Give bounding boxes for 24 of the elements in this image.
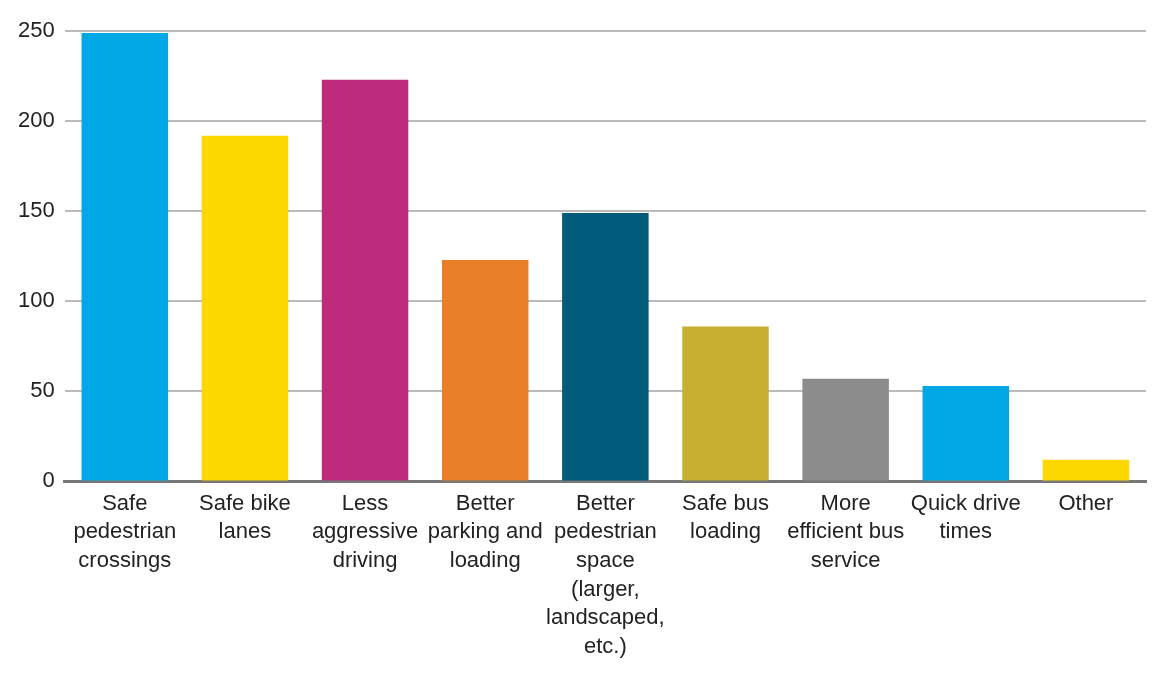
bar <box>201 135 289 481</box>
bar <box>682 326 769 481</box>
y-tick-label: 250 <box>17 17 55 43</box>
x-tick-label: Quick drive times <box>910 489 1021 544</box>
bar <box>802 378 889 481</box>
x-tick-label: Safe bike lanes <box>199 489 291 544</box>
x-tick-label: More efficient bus service <box>787 489 905 572</box>
bar <box>1042 459 1130 481</box>
bar <box>562 213 649 481</box>
y-tick-label: 100 <box>17 287 55 313</box>
y-tick-label: 150 <box>17 197 55 223</box>
bar <box>922 385 1010 481</box>
x-tick-label: Better parking and loading <box>427 489 543 572</box>
x-tick-label: Better pedestrian space (larger, landscaped, etc.) <box>546 489 665 658</box>
bar <box>81 33 169 481</box>
y-tick-label: 50 <box>30 377 55 403</box>
x-tick-label: Other <box>1058 489 1114 515</box>
y-tick-label: 0 <box>42 467 55 493</box>
bar <box>441 259 529 481</box>
x-tick-label: Safe bus loading <box>682 489 769 544</box>
x-tick-label: Safe pedestrian crossings <box>73 489 177 572</box>
bar <box>321 79 409 481</box>
y-tick-label: 200 <box>17 107 55 133</box>
x-tick-label: Less aggressive driving <box>311 489 419 572</box>
